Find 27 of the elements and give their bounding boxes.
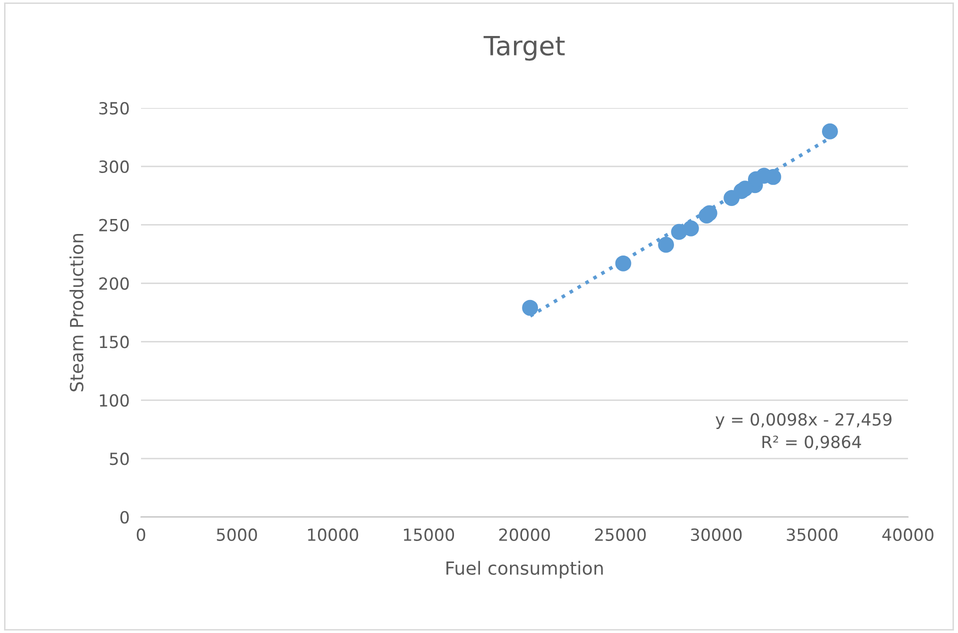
chart-title: Target [484, 36, 565, 61]
point [658, 236, 674, 253]
x-tick-label: 40000 [882, 528, 934, 542]
y-tick-label: 250 [99, 218, 129, 232]
x-axis-title: Fuel consumption [446, 560, 603, 578]
x-tick-label: 15000 [404, 528, 454, 542]
point [522, 300, 538, 316]
y-tick-label: 0 [120, 510, 129, 524]
annotation: R² = 0,9864 [762, 436, 862, 450]
y-axis-title: Steam Production [69, 234, 84, 392]
x-tick-label: 20000 [499, 528, 550, 542]
point [822, 123, 838, 140]
x-tick-label: 0 [136, 528, 146, 542]
y-tick-label: 100 [100, 394, 129, 407]
x-tick-label: 10000 [308, 528, 358, 542]
y-tick-label: 200 [99, 277, 129, 290]
y-tick-label: 350 [99, 102, 129, 115]
point [615, 255, 632, 272]
annotation: y = 0,0098x - 27,459 [716, 413, 892, 429]
y-tick-label: 150 [100, 336, 129, 348]
y-tick-label: 50 [110, 452, 129, 466]
point [682, 220, 699, 236]
y-tick-label: 300 [99, 160, 129, 173]
x-tick-label: 35000 [786, 528, 838, 542]
x-tick-label: 30000 [691, 528, 742, 542]
x-tick-label: 5000 [216, 528, 257, 542]
x-tick-label: 25000 [595, 528, 646, 542]
